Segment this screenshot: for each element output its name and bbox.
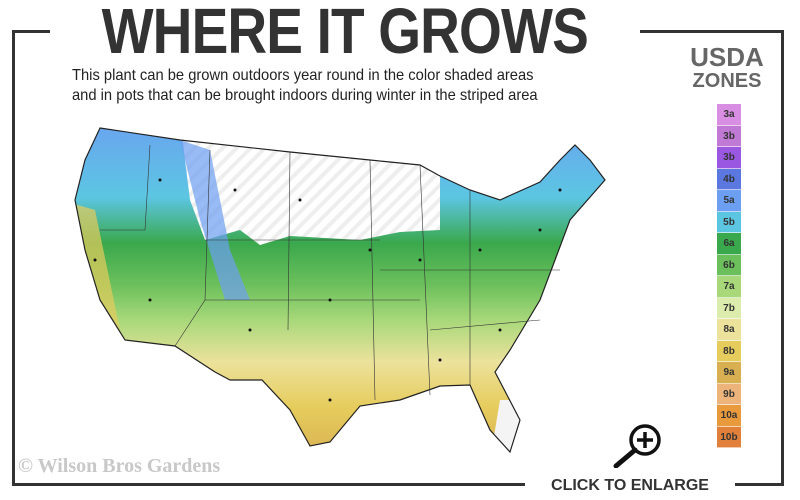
subtitle-line-2: and in pots that can be brought indoors …: [72, 87, 538, 104]
subtitle-line-1: This plant can be grown outdoors year ro…: [72, 67, 534, 84]
legend-zone-10b: 10b: [717, 426, 741, 448]
city-dots: [93, 178, 562, 402]
legend-zone-5a: 5a: [717, 190, 741, 212]
legend-zone-9b: 9b: [717, 383, 741, 405]
legend-zone-7b: 7b: [717, 297, 741, 319]
legend-zone-4b: 4b: [717, 168, 741, 190]
legend-zone-8b: 8b: [717, 340, 741, 362]
page-title: WHERE IT GROWS: [50, 0, 640, 67]
legend-zone-8a: 8a: [717, 319, 741, 341]
usda-zone-map[interactable]: [60, 110, 620, 460]
zone-legend: 3a 3b 3b 4b 5a 5b 6a 6b 7a 7b 8a 8b 9a 9b 10a 10b: [717, 104, 741, 448]
legend-title: USDA ZONES: [672, 44, 782, 92]
mountain-zone-area: [180, 140, 250, 300]
legend-zone-5b: 5b: [717, 211, 741, 233]
state-borders: [100, 144, 560, 401]
click-to-enlarge-button[interactable]: CLICK TO ENLARGE: [525, 474, 735, 498]
legend-zone-3b: 3b: [717, 147, 741, 169]
legend-zone-6a: 6a: [717, 233, 741, 255]
subtitle: This plant can be grown outdoors year ro…: [72, 66, 652, 106]
title-text: WHERE IT GROWS: [101, 0, 589, 67]
legend-title-line-2: ZONES: [692, 70, 762, 92]
legend-title-line-1: USDA: [690, 42, 764, 72]
legend-zone-10a: 10a: [717, 405, 741, 427]
legend-zone-6b: 6b: [717, 254, 741, 276]
legend-zone-7a: 7a: [717, 276, 741, 298]
legend-zone-9a: 9a: [717, 362, 741, 384]
copyright-watermark: © Wilson Bros Gardens: [18, 455, 221, 477]
legend-zone-3a: 3a: [717, 104, 741, 126]
zoom-in-icon[interactable]: [610, 422, 666, 468]
legend-zone-3b: 3b: [717, 125, 741, 147]
